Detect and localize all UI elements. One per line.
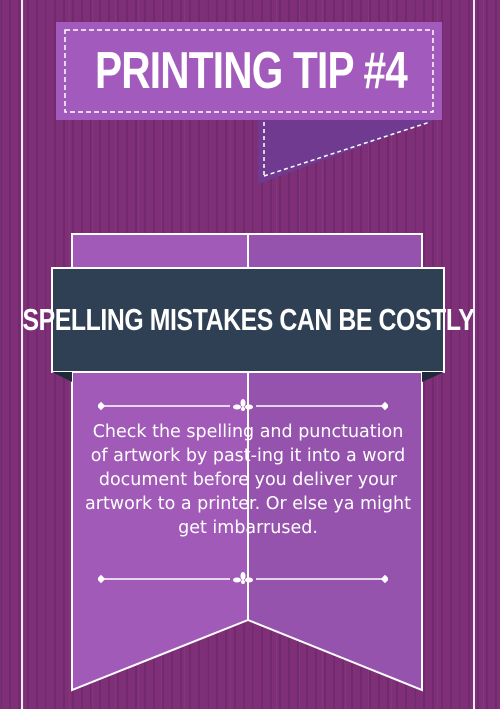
title-ribbon [56,22,442,184]
tip-body-text: Check the spelling and punctuation of ar… [85,422,411,538]
frame-line-left [21,0,23,709]
divider-top [98,399,388,411]
page-title: PRINTING TIP #4 [94,42,408,100]
headline-band [51,267,445,373]
title-ribbon-fold [258,118,440,184]
frame-line-right [473,0,475,709]
headline: SPELLING MISTAKES CAN BE COSTLY [22,302,474,337]
fleur-ornament-icon [233,399,253,411]
divider-bottom [98,572,388,584]
title-plate [56,22,442,120]
title-stitch [64,29,434,113]
fleur-ornament-icon [233,572,253,584]
